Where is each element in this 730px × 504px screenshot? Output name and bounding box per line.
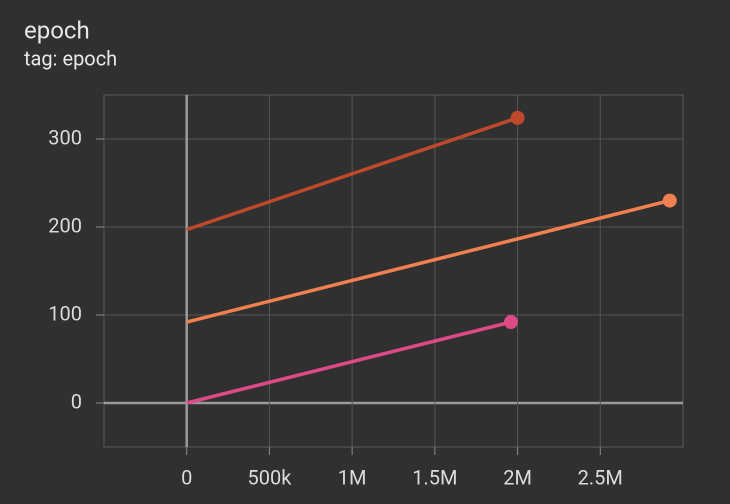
series-line [186, 198, 671, 324]
y-tick-label: 200 [48, 213, 82, 237]
series-end-marker [662, 193, 677, 208]
y-tick-label: 0 [71, 389, 82, 413]
series-line [186, 116, 519, 232]
chart-title: epoch [24, 16, 90, 44]
y-tick-label: 100 [48, 301, 82, 325]
x-tick-label: 1M [338, 465, 367, 489]
x-tick-label: 2.5M [578, 465, 623, 489]
plot-frame [103, 94, 684, 448]
x-tick-label: 500k [247, 465, 292, 489]
x-tick-label: 0 [181, 465, 192, 489]
x-tick-label: 2M [503, 465, 532, 489]
chart-subtitle: tag: epoch [24, 46, 117, 70]
series-line [186, 320, 512, 405]
x-tick-label: 1.5M [412, 465, 457, 489]
y-tick-label: 300 [48, 125, 82, 149]
series-end-marker [510, 110, 525, 125]
series-end-marker [503, 315, 518, 330]
